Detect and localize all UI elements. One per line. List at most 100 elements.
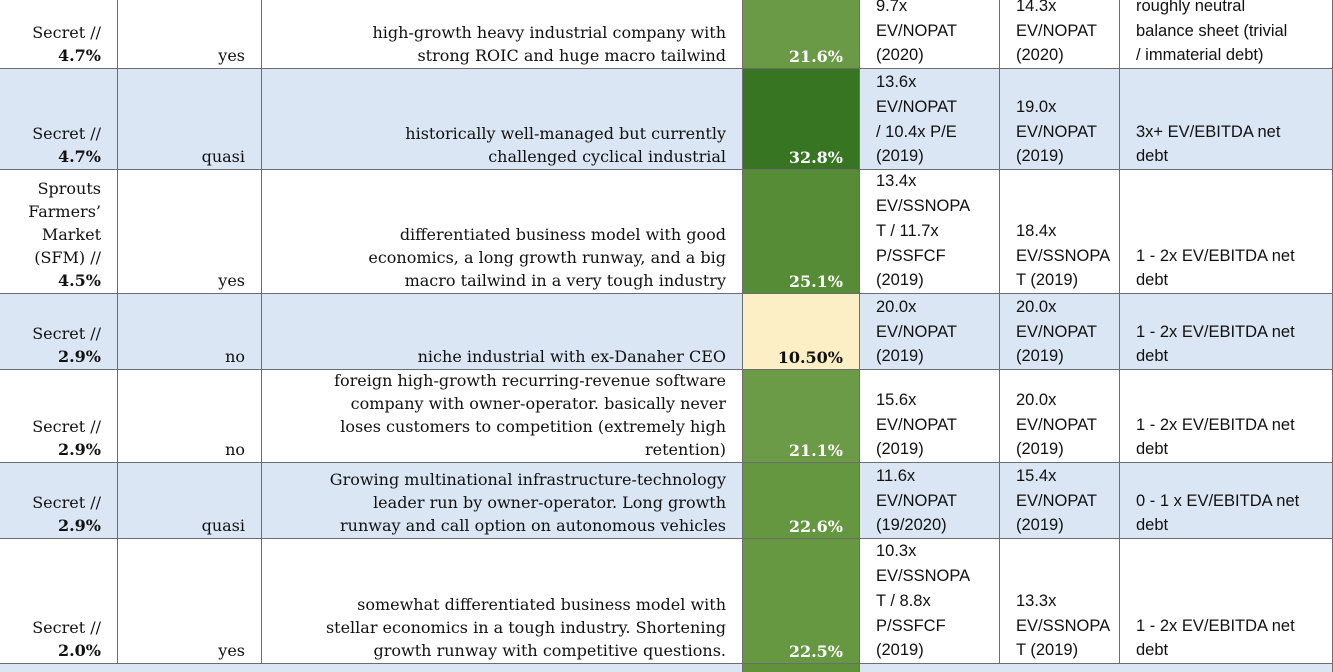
- description-line: growth runway with competitive questions…: [373, 641, 726, 660]
- return-value: 25.1%: [788, 272, 843, 291]
- valuation-target-line: 20.0x: [1016, 390, 1057, 409]
- valuation-target-line: 18.4x: [1016, 221, 1057, 240]
- description-line: loses customers to competition (extremel…: [340, 417, 726, 436]
- valuation-now-line: EV/SSNOPA: [876, 567, 971, 586]
- description-cell: historically well-managed but currently c…: [262, 69, 743, 170]
- valuation-now-line: T / 11.7x: [876, 221, 939, 240]
- weight: 4.7%: [57, 147, 101, 166]
- weight: 4.5%: [57, 271, 101, 290]
- valuation-now-line: 15.6x: [876, 390, 917, 409]
- valuation-target-line: EV/SSNOPA: [1016, 246, 1111, 265]
- partial-row: [0, 664, 743, 672]
- return-cell: 22.6%: [743, 463, 860, 539]
- return-value: 21.1%: [788, 441, 843, 460]
- name-line: (SFM) //: [34, 248, 101, 267]
- description-line: high-growth heavy industrial company wit…: [372, 23, 726, 42]
- balance-sheet-cell: 0 - 1 x EV/EBITDA net debt: [1120, 463, 1333, 539]
- weight: 2.9%: [57, 347, 101, 366]
- description-line: strong ROIC and huge macro tailwind: [417, 46, 726, 65]
- valuation-now-line: (2019): [876, 347, 924, 366]
- valuation-now-line: EV/SSNOPA: [876, 197, 971, 216]
- balance-sheet-line: debt: [1136, 641, 1169, 660]
- description-line: somewhat differentiated business model w…: [357, 595, 726, 614]
- valuation-target-line: T (2019): [1016, 641, 1079, 660]
- valuation-now-line: (2020): [876, 46, 924, 65]
- return-value: 10.50%: [777, 348, 843, 367]
- balance-sheet-cell: 1 - 2x EV/EBITDA net debt: [1120, 370, 1333, 463]
- valuation-target-line: 20.0x: [1016, 297, 1057, 316]
- valuation-now-cell: 13.4x EV/SSNOPA T / 11.7x P/SSFCF (2019): [860, 170, 1000, 294]
- valuation-target-cell: 20.0x EV/NOPAT (2019): [1000, 370, 1120, 463]
- valuation-now-line: (2019): [876, 271, 924, 290]
- name-cell: Secret // 2.0%: [0, 539, 118, 664]
- description-line: historically well-managed but currently: [405, 124, 726, 143]
- description-cell: foreign high-growth recurring-revenue so…: [262, 370, 743, 463]
- description-line: runway and call option on autonomous veh…: [339, 516, 726, 535]
- valuation-target-line: 19.0x: [1016, 97, 1057, 116]
- description-cell: differentiated business model with good e…: [262, 170, 743, 294]
- valuation-target-line: T (2019): [1016, 271, 1079, 290]
- balance-sheet-line: debt: [1136, 271, 1169, 290]
- description-line: foreign high-growth recurring-revenue so…: [334, 371, 726, 390]
- owner-cell: yes: [118, 170, 262, 294]
- weight: 2.9%: [57, 516, 101, 535]
- description-line: company with owner-operator. basically n…: [350, 394, 726, 413]
- description-line: leader run by owner-operator. Long growt…: [373, 493, 726, 512]
- valuation-now-line: (2019): [876, 147, 924, 166]
- description-line: stellar economics in a tough industry. S…: [325, 618, 726, 637]
- valuation-now-line: T / 8.8x: [876, 591, 931, 610]
- owner-cell: quasi: [118, 463, 262, 539]
- valuation-target-line: EV/NOPAT: [1016, 322, 1097, 341]
- valuation-now-line: P/SSFCF: [876, 616, 946, 635]
- valuation-now-cell: 13.6x EV/NOPAT / 10.4x P/E (2019): [860, 69, 1000, 170]
- valuation-now-line: 11.6x: [876, 466, 916, 485]
- valuation-target-line: EV/SSNOPA: [1016, 616, 1111, 635]
- balance-sheet-cell: 1 - 2x EV/EBITDA net debt: [1120, 170, 1333, 294]
- return-cell: 21.1%: [743, 370, 860, 463]
- balance-sheet-cell: 1 - 2x EV/EBITDA net debt: [1120, 294, 1333, 370]
- valuation-target-line: EV/NOPAT: [1016, 491, 1097, 510]
- description-cell: high-growth heavy industrial company wit…: [262, 0, 743, 69]
- balance-sheet-cell: 1 - 2x EV/EBITDA net debt: [1120, 539, 1333, 664]
- description-line: macro tailwind in a very tough industry: [404, 271, 726, 290]
- name-line: Secret //: [32, 124, 101, 143]
- valuation-target-line: 15.4x: [1016, 466, 1057, 485]
- name-cell: Sprouts Farmers’ Market (SFM) // 4.5%: [0, 170, 118, 294]
- valuation-now-line: (2019): [876, 641, 924, 660]
- valuation-now-line: 20.0x: [876, 297, 917, 316]
- description-line: challenged cyclical industrial: [488, 147, 726, 166]
- balance-sheet-line: 3x+ EV/EBITDA net: [1136, 122, 1281, 141]
- balance-sheet-line: debt: [1136, 147, 1169, 166]
- valuation-target-line: EV/NOPAT: [1016, 21, 1097, 40]
- owner: yes: [218, 641, 245, 660]
- owner-cell: no: [118, 370, 262, 463]
- weight: 2.0%: [57, 641, 101, 660]
- valuation-now-cell: 11.6x EV/NOPAT (19/2020): [860, 463, 1000, 539]
- description-cell: somewhat differentiated business model w…: [262, 539, 743, 664]
- valuation-now-line: / 10.4x P/E: [876, 122, 957, 141]
- balance-sheet-line: balance sheet (trivial: [1136, 21, 1288, 40]
- valuation-now-line: EV/NOPAT: [876, 97, 957, 116]
- valuation-target-line: (2019): [1016, 147, 1064, 166]
- return-value: 22.6%: [788, 517, 843, 536]
- valuation-target-line: (2019): [1016, 440, 1064, 459]
- balance-sheet-cell: roughly neutral balance sheet (trivial / i…: [1120, 0, 1333, 69]
- balance-sheet-line: roughly neutral: [1136, 0, 1246, 15]
- owner-cell: quasi: [118, 69, 262, 170]
- valuation-target-line: EV/NOPAT: [1016, 415, 1097, 434]
- name-line: Market: [41, 225, 101, 244]
- owner: no: [225, 440, 245, 459]
- valuation-now-line: 13.6x: [876, 73, 917, 92]
- return-cell: 32.8%: [743, 69, 860, 170]
- valuation-now-cell: 10.3x EV/SSNOPA T / 8.8x P/SSFCF (2019): [860, 539, 1000, 664]
- name-cell: Secret // 2.9%: [0, 370, 118, 463]
- valuation-now-cell: 9.7x EV/NOPAT (2020): [860, 0, 1000, 69]
- owner-cell: yes: [118, 539, 262, 664]
- owner-cell: no: [118, 294, 262, 370]
- valuation-now-line: EV/NOPAT: [876, 21, 957, 40]
- name-line: Secret //: [32, 417, 101, 436]
- balance-sheet-line: 1 - 2x EV/EBITDA net: [1136, 246, 1295, 265]
- description-line: economics, a long growth runway, and a b…: [368, 248, 726, 267]
- balance-sheet-line: 1 - 2x EV/EBITDA net: [1136, 415, 1295, 434]
- valuation-now-line: P/SSFCF: [876, 246, 946, 265]
